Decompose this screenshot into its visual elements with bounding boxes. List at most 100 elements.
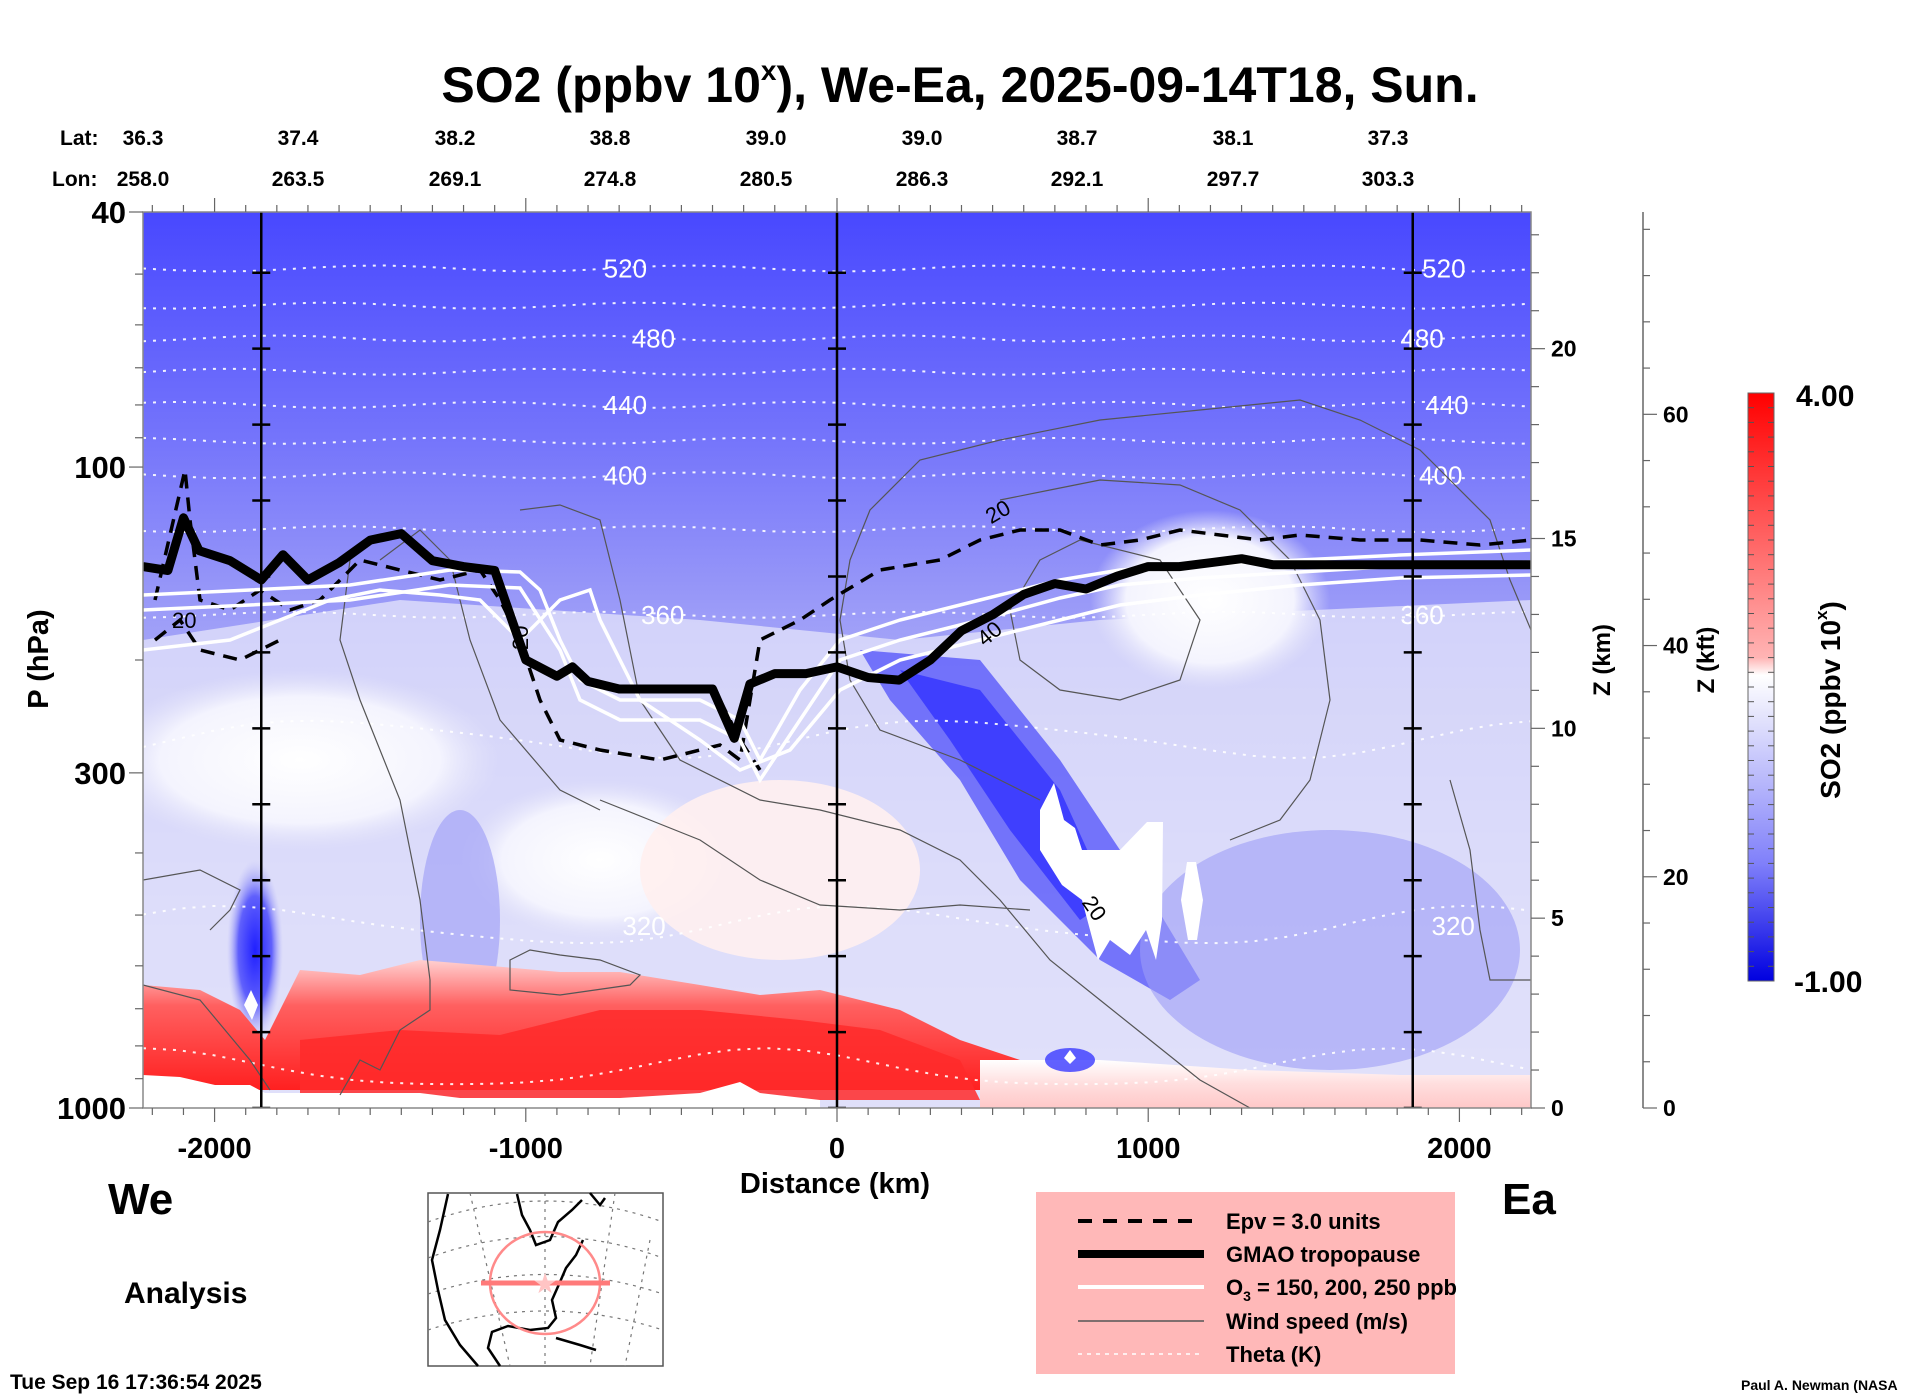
z-km-tick-label: 0 bbox=[1551, 1095, 1564, 1121]
field-red-core bbox=[300, 1010, 980, 1100]
field-pink-patch bbox=[640, 780, 920, 960]
legend-label-wind: Wind speed (m/s) bbox=[1226, 1309, 1408, 1334]
theta-label: 480 bbox=[632, 323, 675, 353]
wind-contour bbox=[143, 984, 271, 1091]
z-km-axis: 0 5 10 15 20 bbox=[1531, 234, 1577, 1121]
field-saturated-patch bbox=[244, 990, 258, 1020]
lon-label: Lon: bbox=[52, 168, 97, 191]
colorbar-min-label: -1.00 bbox=[1794, 966, 1862, 999]
coastline bbox=[555, 1336, 597, 1352]
lon-value: 263.5 bbox=[272, 168, 325, 191]
colorbar-label: SO2 (ppbv 10x) bbox=[1812, 601, 1846, 799]
x-tick-label: 1000 bbox=[1116, 1133, 1181, 1165]
legend-label-epv: Epv = 3.0 units bbox=[1226, 1209, 1381, 1234]
lon-value: 269.1 bbox=[429, 168, 482, 191]
theta-contour bbox=[143, 436, 1531, 445]
colorbar-ticks bbox=[1748, 407, 1774, 967]
theta-contour bbox=[143, 264, 1531, 273]
lon-value: 286.3 bbox=[896, 168, 949, 191]
coastline bbox=[430, 1193, 479, 1367]
wind-label: 20 bbox=[508, 626, 533, 650]
y-tick-label: 40 bbox=[92, 195, 126, 230]
lat-value: 38.8 bbox=[590, 127, 631, 150]
z-km-tick-label: 20 bbox=[1551, 336, 1577, 362]
east-label: Ea bbox=[1502, 1175, 1556, 1224]
theta-contour bbox=[143, 334, 1531, 343]
attribution: Paul A. Newman (NASA bbox=[1741, 1377, 1898, 1393]
x-tick-label: 0 bbox=[829, 1133, 845, 1165]
lat-label: Lat: bbox=[60, 127, 99, 150]
legend-label-ozone: O3 = 150, 200, 250 ppb bbox=[1226, 1275, 1457, 1304]
field-white-patch bbox=[1090, 510, 1330, 690]
lat-lon-header: Lat: Lon: 36.3 37.4 38.2 38.8 39.0 39.0 38.7 38.1… bbox=[52, 127, 1414, 191]
graticule-line bbox=[589, 1192, 616, 1367]
title-suffix: ), We-Ea, 2025-09-14T18, Sun. bbox=[776, 57, 1478, 113]
ozone-contour bbox=[143, 560, 1531, 784]
lon-value: 280.5 bbox=[740, 168, 793, 191]
theta-contour bbox=[143, 525, 1531, 534]
y-axis: 40 100 300 1000 bbox=[57, 195, 143, 1126]
lat-value: 38.7 bbox=[1057, 127, 1098, 150]
theta-contour bbox=[143, 400, 1531, 409]
map-center-star-icon: ★ bbox=[532, 1268, 557, 1299]
field-saturated-patch bbox=[1040, 783, 1163, 960]
theta-contour bbox=[143, 301, 1531, 310]
z-km-tick-label: 5 bbox=[1551, 905, 1564, 931]
wind-contour bbox=[1449, 779, 1531, 981]
z-km-axis-label: Z (km) bbox=[1589, 624, 1616, 696]
field-white-patch bbox=[143, 670, 500, 850]
wind-contour bbox=[509, 949, 642, 996]
x-tick-label: -2000 bbox=[177, 1133, 251, 1165]
y-tick-label: 1000 bbox=[57, 1091, 126, 1126]
colorbar-label-sup: x bbox=[1812, 610, 1831, 620]
west-label: We bbox=[108, 1175, 173, 1224]
z-kft-axis-label: Z (kft) bbox=[1693, 627, 1720, 694]
lon-value: 297.7 bbox=[1207, 168, 1260, 191]
x-axis-label: Distance (km) bbox=[740, 1168, 930, 1200]
coastline bbox=[589, 1192, 607, 1208]
theta-label: 440 bbox=[1425, 390, 1468, 420]
theta-label: 360 bbox=[641, 600, 684, 630]
field-blue-right bbox=[1140, 830, 1520, 1070]
graticule-line bbox=[427, 1235, 664, 1259]
tropopause-line bbox=[143, 513, 1531, 743]
x-axis: -2000 -1000 0 1000 2000 bbox=[151, 198, 1523, 1165]
theta-label: 440 bbox=[604, 390, 647, 420]
graticule-line bbox=[427, 1273, 664, 1295]
coastline bbox=[515, 1193, 583, 1247]
z-km-tick-label: 10 bbox=[1551, 715, 1577, 741]
colorbar-label-main: SO2 (ppbv 10 bbox=[1815, 620, 1846, 799]
map-coastlines bbox=[430, 1192, 607, 1367]
lat-value: 39.0 bbox=[902, 127, 943, 150]
timestamp: Tue Sep 16 17:36:54 2025 bbox=[10, 1371, 262, 1394]
theta-contour bbox=[143, 471, 1531, 480]
field-pink-surface bbox=[980, 1060, 1531, 1108]
z-kft-tick-label: 40 bbox=[1663, 633, 1689, 659]
field-below-ground bbox=[143, 1075, 820, 1108]
legend-label-tropopause: GMAO tropopause bbox=[1226, 1242, 1420, 1267]
lat-value: 38.1 bbox=[1213, 127, 1254, 150]
theta-label: 400 bbox=[604, 460, 647, 490]
wind-contour bbox=[519, 504, 1251, 1108]
theta-contour bbox=[143, 367, 1531, 376]
field-saturated-patch bbox=[1064, 1050, 1076, 1064]
title-superscript: x bbox=[761, 55, 777, 86]
title-main: SO2 (ppbv 10 bbox=[441, 57, 761, 113]
theta-label: 320 bbox=[1432, 911, 1475, 941]
graticule-line bbox=[427, 1310, 664, 1331]
colorbar-max-label: 4.00 bbox=[1796, 380, 1854, 413]
lon-value: 292.1 bbox=[1051, 168, 1104, 191]
wind-contour bbox=[339, 559, 431, 1096]
field-saturated-patch bbox=[1181, 862, 1203, 940]
ozone-label-suffix: = 150, 200, 250 ppb bbox=[1251, 1275, 1457, 1300]
lat-value: 36.3 bbox=[123, 127, 164, 150]
z-kft-tick-label: 20 bbox=[1663, 864, 1689, 890]
z-kft-tick-label: 60 bbox=[1663, 401, 1689, 427]
theta-contour bbox=[143, 610, 1531, 619]
chart-title: SO2 (ppbv 10x), We-Ea, 2025-09-14T18, Su… bbox=[441, 55, 1478, 113]
legend: Epv = 3.0 units GMAO tropopause O3 = 150… bbox=[1036, 1192, 1457, 1374]
inset-map: ★ bbox=[427, 1192, 664, 1367]
x-tick-label: -1000 bbox=[489, 1133, 563, 1165]
lon-value: 303.3 bbox=[1362, 168, 1415, 191]
